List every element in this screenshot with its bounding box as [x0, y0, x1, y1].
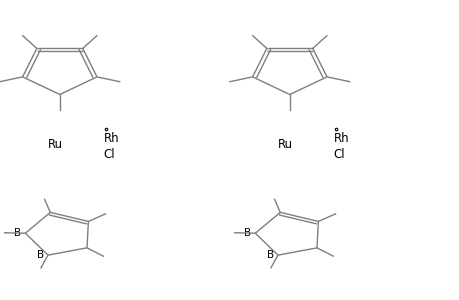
- Text: Ru: Ru: [48, 137, 62, 151]
- Text: B: B: [244, 228, 251, 238]
- Text: Cl: Cl: [333, 148, 344, 161]
- Text: Rh: Rh: [103, 131, 119, 145]
- Text: Cl: Cl: [103, 148, 115, 161]
- Text: Rh: Rh: [333, 131, 348, 145]
- Text: B: B: [267, 250, 274, 260]
- Text: B: B: [14, 228, 22, 238]
- Text: Ru: Ru: [277, 137, 292, 151]
- Text: B: B: [37, 250, 44, 260]
